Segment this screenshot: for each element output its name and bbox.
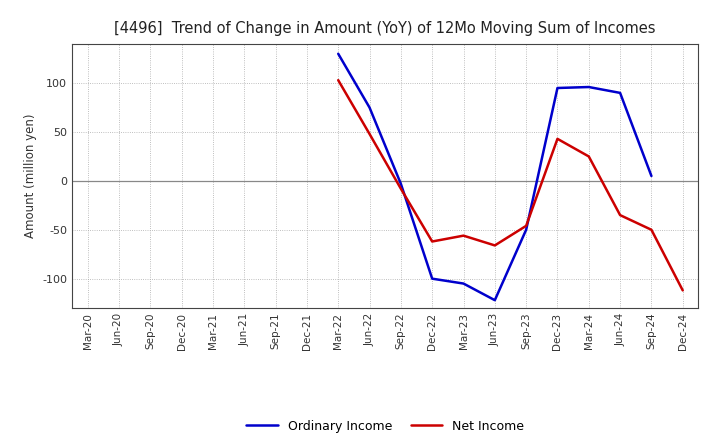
Ordinary Income [459,281,468,286]
Ordinary Income [647,173,656,179]
Ordinary Income [365,105,374,110]
Line: Net Income: Net Income [338,80,683,290]
Ordinary Income [397,181,405,187]
Net Income [334,77,343,83]
Ordinary Income [585,84,593,90]
Ordinary Income [553,85,562,91]
Title: [4496]  Trend of Change in Amount (YoY) of 12Mo Moving Sum of Incomes: [4496] Trend of Change in Amount (YoY) o… [114,21,656,36]
Legend: Ordinary Income, Net Income: Ordinary Income, Net Income [241,414,529,437]
Ordinary Income [522,227,531,232]
Y-axis label: Amount (million yen): Amount (million yen) [24,114,37,238]
Ordinary Income [334,51,343,56]
Net Income [647,227,656,232]
Ordinary Income [616,90,624,95]
Net Income [522,223,531,228]
Net Income [490,243,499,248]
Net Income [459,233,468,238]
Net Income [553,136,562,142]
Net Income [616,213,624,218]
Line: Ordinary Income: Ordinary Income [338,54,652,300]
Net Income [365,131,374,136]
Ordinary Income [490,297,499,303]
Net Income [428,239,436,244]
Net Income [678,288,687,293]
Net Income [585,154,593,159]
Ordinary Income [428,276,436,281]
Net Income [397,186,405,191]
